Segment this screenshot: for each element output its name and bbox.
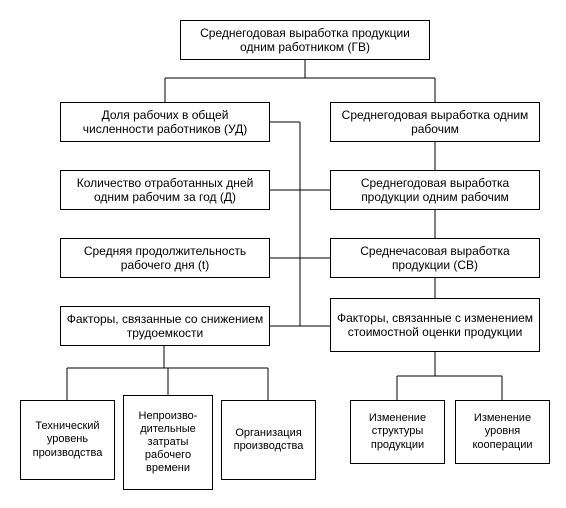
node-label: Изменение структуры продукции [355, 412, 440, 452]
node-label: Среднегодовая выработка продукции одним … [185, 26, 425, 55]
node-label: Организация производства [226, 427, 311, 453]
node-r3: Среднечасовая выработка продукции (СВ) [330, 238, 540, 278]
node-label: Факторы, связанные со снижением трудоемк… [65, 312, 265, 341]
node-label: Количество отработанных дней одним рабоч… [65, 176, 265, 205]
node-b2: Непроизво- дительные затраты рабочего вр… [123, 395, 213, 490]
node-l1: Доля рабочих в общей численности работни… [60, 102, 270, 142]
node-label: Изменение уровня кооперации [460, 412, 545, 452]
flowchart-canvas: Среднегодовая выработка продукции одним … [0, 0, 566, 508]
node-r1: Среднегодовая выработка одним рабочим [330, 102, 540, 142]
node-b5: Изменение уровня кооперации [455, 400, 550, 464]
node-label: Среднечасовая выработка продукции (СВ) [335, 244, 535, 273]
node-r2: Среднегодовая выработка продукции одним … [330, 170, 540, 210]
node-l3: Средняя продолжительность рабочего дня (… [60, 238, 270, 278]
node-b3: Организация производства [221, 400, 316, 480]
node-label: Среднегодовая выработка одним рабочим [335, 108, 535, 137]
node-b1: Технический уровень производства [20, 400, 115, 480]
node-l2: Количество отработанных дней одним рабоч… [60, 170, 270, 210]
node-l4: Факторы, связанные со снижением трудоемк… [60, 306, 270, 346]
node-label: Средняя продолжительность рабочего дня (… [65, 244, 265, 273]
node-b4: Изменение структуры продукции [350, 400, 445, 464]
node-label: Технический уровень производства [25, 420, 110, 460]
node-label: Непроизво- дительные затраты рабочего вр… [128, 410, 208, 476]
node-r4: Факторы, связанные с изменением стоимост… [330, 298, 540, 352]
node-label: Среднегодовая выработка продукции одним … [335, 176, 535, 205]
node-label: Факторы, связанные с изменением стоимост… [335, 311, 535, 340]
node-label: Доля рабочих в общей численности работни… [65, 108, 265, 137]
node-root: Среднегодовая выработка продукции одним … [180, 20, 430, 60]
